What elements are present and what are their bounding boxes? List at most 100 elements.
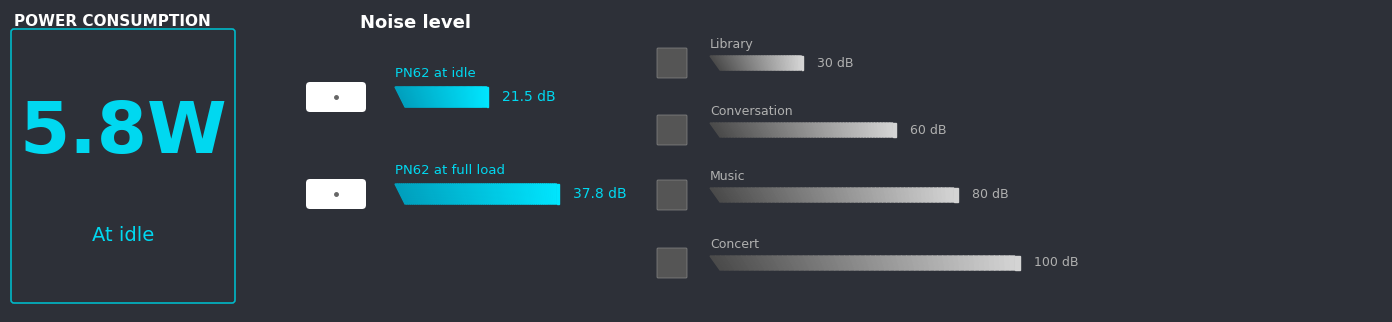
Polygon shape [489, 184, 496, 204]
Polygon shape [775, 123, 785, 137]
Polygon shape [813, 188, 823, 202]
Polygon shape [906, 256, 915, 270]
Polygon shape [536, 184, 540, 204]
Polygon shape [845, 256, 855, 270]
Polygon shape [438, 87, 444, 107]
Polygon shape [430, 184, 440, 204]
Polygon shape [473, 87, 476, 107]
Polygon shape [818, 123, 825, 137]
Polygon shape [483, 87, 484, 107]
FancyBboxPatch shape [657, 115, 688, 145]
Polygon shape [862, 123, 867, 137]
Polygon shape [756, 123, 767, 137]
Polygon shape [756, 56, 763, 70]
Polygon shape [409, 184, 420, 204]
Polygon shape [885, 256, 895, 270]
Polygon shape [422, 184, 432, 204]
Polygon shape [973, 256, 980, 270]
Text: At idle: At idle [92, 226, 155, 245]
Polygon shape [710, 188, 724, 202]
Polygon shape [457, 184, 465, 204]
Polygon shape [788, 56, 791, 70]
Polygon shape [728, 123, 741, 137]
Polygon shape [470, 184, 477, 204]
Polygon shape [874, 123, 878, 137]
Polygon shape [831, 123, 838, 137]
Polygon shape [892, 188, 898, 202]
Polygon shape [742, 56, 750, 70]
Polygon shape [519, 184, 525, 204]
Polygon shape [433, 87, 440, 107]
Polygon shape [426, 87, 434, 107]
Polygon shape [760, 188, 771, 202]
Polygon shape [877, 123, 881, 137]
Polygon shape [844, 123, 849, 137]
Polygon shape [803, 256, 814, 270]
Polygon shape [551, 184, 553, 204]
Polygon shape [838, 188, 846, 202]
Polygon shape [849, 256, 860, 270]
Polygon shape [824, 256, 835, 270]
Polygon shape [828, 256, 839, 270]
Polygon shape [945, 188, 951, 202]
Polygon shape [553, 184, 555, 204]
Text: 100 dB: 100 dB [1034, 257, 1079, 270]
Polygon shape [735, 123, 746, 137]
Polygon shape [785, 56, 788, 70]
Polygon shape [792, 188, 803, 202]
Text: Music: Music [710, 170, 746, 183]
Polygon shape [452, 184, 461, 204]
Polygon shape [408, 87, 418, 107]
Polygon shape [528, 184, 532, 204]
Polygon shape [763, 56, 768, 70]
Polygon shape [809, 256, 820, 270]
Polygon shape [834, 256, 845, 270]
Polygon shape [782, 56, 786, 70]
Polygon shape [813, 123, 820, 137]
Polygon shape [764, 56, 770, 70]
Polygon shape [440, 87, 445, 107]
Polygon shape [411, 87, 419, 107]
Polygon shape [522, 184, 526, 204]
Polygon shape [763, 123, 773, 137]
Polygon shape [400, 87, 411, 107]
Polygon shape [917, 188, 923, 202]
Polygon shape [888, 188, 895, 202]
Polygon shape [512, 184, 516, 204]
Polygon shape [418, 87, 427, 107]
Polygon shape [761, 56, 767, 70]
Polygon shape [753, 56, 760, 70]
Polygon shape [455, 87, 461, 107]
Polygon shape [418, 184, 429, 204]
Polygon shape [482, 87, 483, 107]
Text: Conversation: Conversation [710, 105, 792, 118]
Polygon shape [791, 123, 799, 137]
Polygon shape [767, 256, 780, 270]
Polygon shape [767, 56, 773, 70]
Polygon shape [411, 87, 420, 107]
Text: 5.8W: 5.8W [19, 99, 227, 168]
Polygon shape [408, 184, 419, 204]
Polygon shape [746, 256, 760, 270]
Polygon shape [438, 184, 447, 204]
Polygon shape [725, 56, 735, 70]
Polygon shape [852, 123, 857, 137]
Polygon shape [717, 123, 729, 137]
Polygon shape [901, 188, 906, 202]
Polygon shape [803, 123, 812, 137]
Polygon shape [395, 87, 406, 107]
Polygon shape [846, 123, 852, 137]
Polygon shape [434, 184, 444, 204]
Polygon shape [805, 188, 816, 202]
Polygon shape [768, 56, 774, 70]
Polygon shape [457, 87, 461, 107]
FancyBboxPatch shape [657, 48, 688, 78]
Polygon shape [713, 56, 724, 70]
Polygon shape [466, 184, 475, 204]
Polygon shape [710, 256, 725, 270]
Polygon shape [887, 123, 889, 137]
Polygon shape [816, 123, 823, 137]
Polygon shape [837, 123, 844, 137]
Text: Concert: Concert [710, 238, 759, 251]
Polygon shape [768, 188, 780, 202]
